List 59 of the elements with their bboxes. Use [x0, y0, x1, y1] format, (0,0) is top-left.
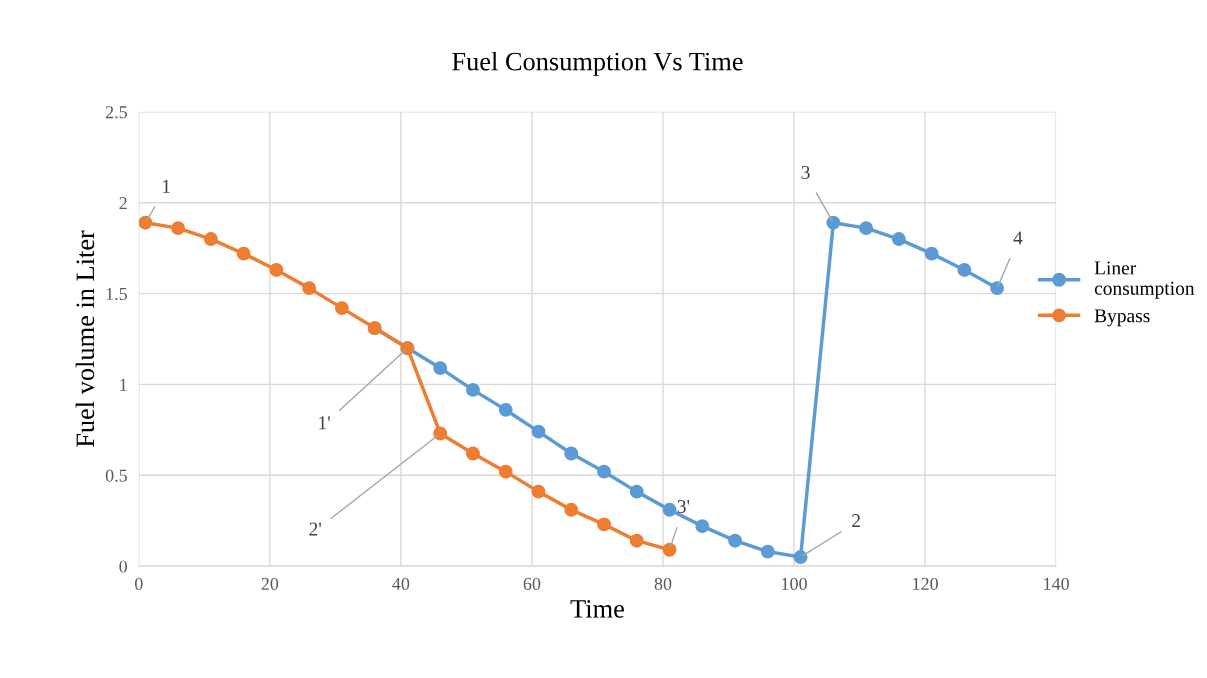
y-tick-label: 2: [119, 197, 127, 209]
point: [662, 502, 677, 517]
x-tick-label: 40: [392, 577, 410, 590]
point: [498, 402, 513, 417]
x-tick-label: 80: [654, 577, 672, 590]
point: [728, 533, 743, 548]
annotation: 2': [309, 522, 322, 536]
point: [629, 484, 644, 499]
point: [269, 263, 284, 277]
point: [793, 550, 808, 564]
y-tick-label: 2.5: [105, 106, 127, 119]
point: [171, 221, 186, 236]
y-tick-label: 1.5: [106, 287, 127, 301]
point: [629, 533, 644, 548]
x-tick-label: 140: [1044, 577, 1069, 590]
point: [138, 215, 153, 230]
point: [466, 382, 480, 397]
legend-label: Liner consumption: [1094, 261, 1195, 299]
x-tick-label: 20: [261, 577, 279, 590]
annotation: 4: [1013, 231, 1023, 245]
annotation: 3: [801, 165, 810, 179]
point: [924, 246, 939, 261]
point: [203, 232, 218, 247]
point: [531, 424, 546, 439]
annotation: 1: [163, 179, 170, 193]
point: [334, 301, 349, 316]
x-tick-label: 100: [782, 577, 807, 590]
x-axis-title: Time: [570, 600, 624, 618]
y-axis-title: Fuel volume in Liter: [75, 230, 95, 448]
point: [302, 281, 317, 296]
chart-title: Fuel Consumption Vs Time: [452, 51, 743, 76]
point: [466, 446, 480, 461]
point: [236, 246, 251, 261]
annotation: 1': [319, 416, 330, 430]
point: [990, 281, 1005, 296]
point: [695, 519, 710, 534]
point: [760, 544, 775, 559]
point: [564, 502, 579, 517]
point: [597, 517, 611, 532]
point: [859, 221, 874, 236]
point: [531, 484, 546, 499]
point: [597, 464, 611, 479]
point: [564, 446, 579, 461]
point: [891, 232, 906, 247]
x-tick-label: 120: [913, 577, 938, 590]
x-tick-label: 0: [134, 577, 143, 590]
y-tick-label: 0: [119, 560, 128, 573]
point: [498, 464, 513, 479]
point: [957, 263, 972, 277]
annotation: 3': [677, 499, 690, 513]
legend-label: Bypass: [1094, 309, 1150, 327]
point: [433, 426, 448, 441]
point: [433, 361, 448, 376]
y-tick-label: 0.5: [105, 469, 127, 482]
annotation: 2: [852, 514, 860, 527]
point: [662, 542, 677, 557]
point: [826, 215, 841, 230]
y-tick-label: 1: [120, 378, 127, 391]
x-tick-label: 60: [523, 577, 541, 590]
